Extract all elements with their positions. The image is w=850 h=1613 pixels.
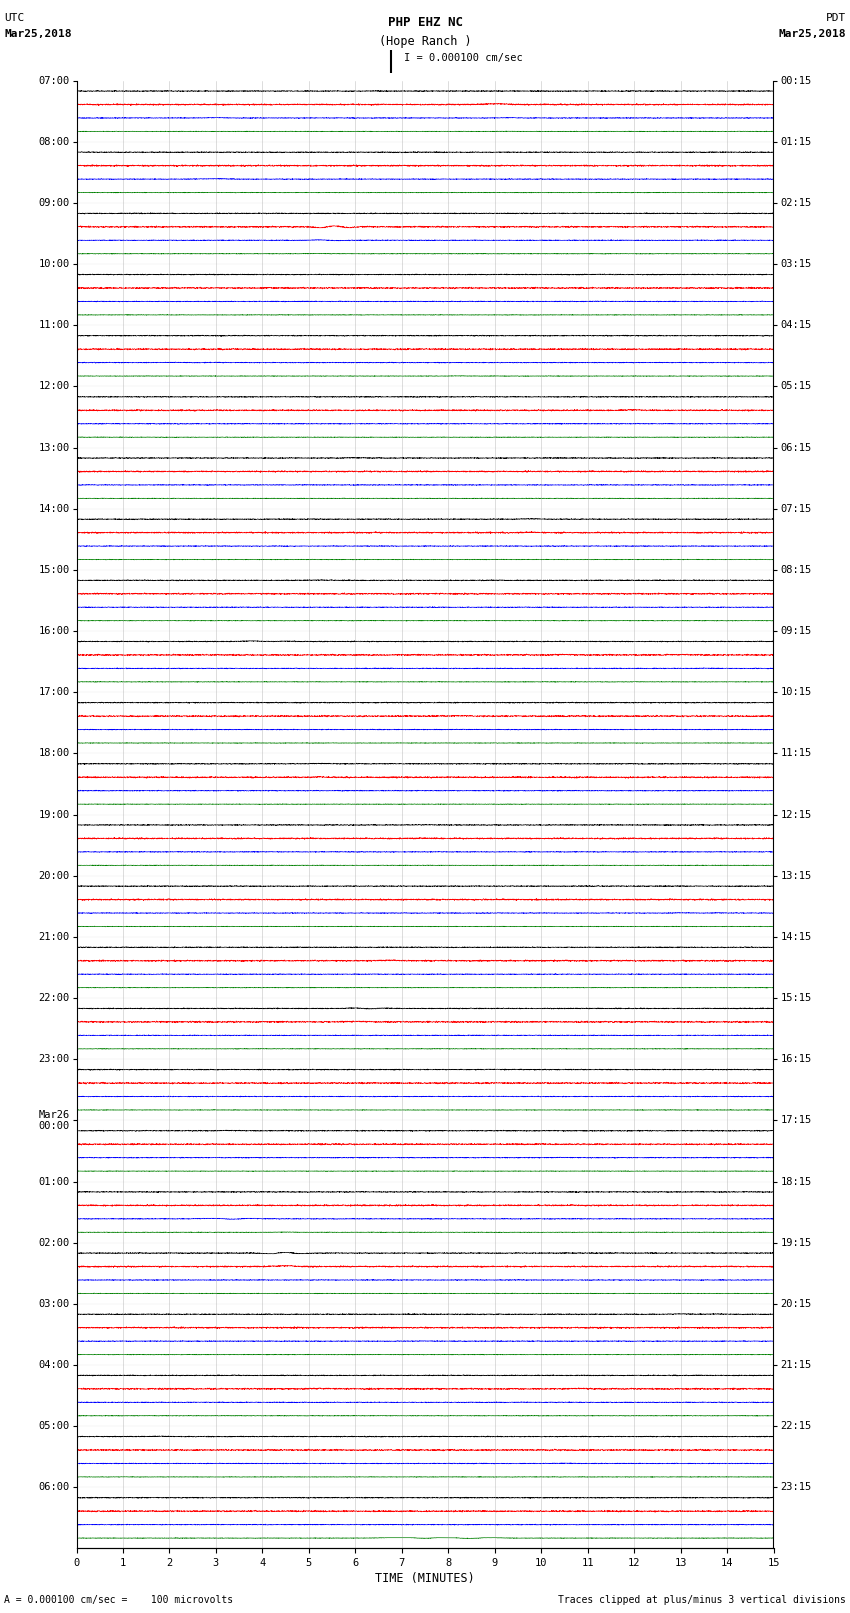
Text: A = 0.000100 cm/sec =    100 microvolts: A = 0.000100 cm/sec = 100 microvolts [4,1595,234,1605]
X-axis label: TIME (MINUTES): TIME (MINUTES) [375,1573,475,1586]
Text: Mar25,2018: Mar25,2018 [779,29,846,39]
Text: UTC: UTC [4,13,25,23]
Text: I = 0.000100 cm/sec: I = 0.000100 cm/sec [404,53,523,63]
Text: (Hope Ranch ): (Hope Ranch ) [379,35,471,48]
Text: PHP EHZ NC: PHP EHZ NC [388,16,462,29]
Text: Traces clipped at plus/minus 3 vertical divisions: Traces clipped at plus/minus 3 vertical … [558,1595,846,1605]
Text: PDT: PDT [825,13,846,23]
Text: Mar25,2018: Mar25,2018 [4,29,71,39]
